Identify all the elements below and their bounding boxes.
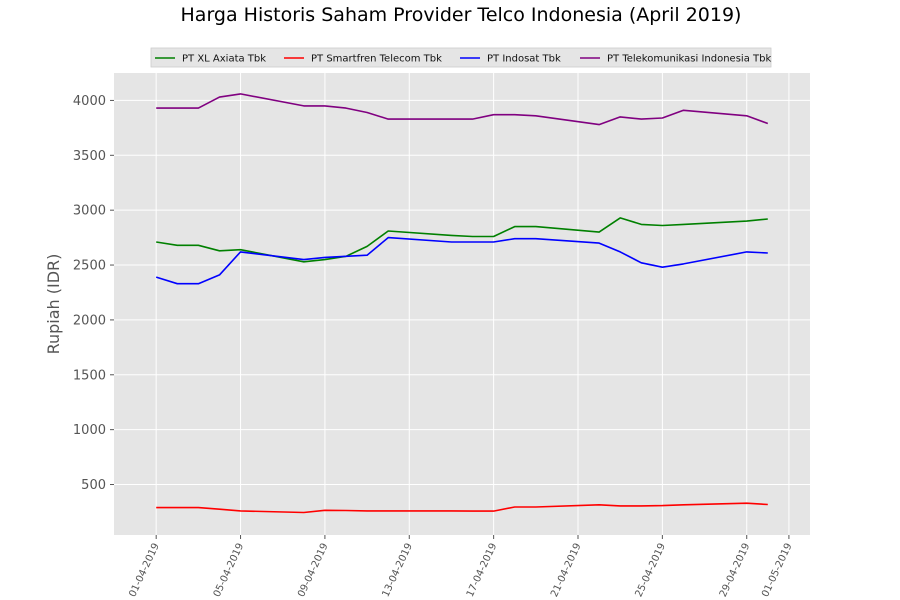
legend-label: PT Telekomunikasi Indonesia Tbk (607, 54, 771, 65)
x-tick-label: 25-04-2019 (634, 542, 669, 599)
y-tick-label: 500 (81, 478, 106, 493)
grid (114, 73, 810, 535)
y-tick-label: 2000 (73, 313, 106, 328)
y-tick-label: 1000 (73, 423, 106, 438)
legend-label: PT Indosat Tbk (487, 54, 561, 65)
x-tick-label: 17-04-2019 (465, 542, 500, 599)
chart-title: Harga Historis Saham Provider Telco Indo… (181, 4, 742, 26)
y-tick-label: 3500 (73, 149, 106, 164)
x-axis: 01-04-2019 05-04-2019 09-04-2019 13-04-2019… (127, 535, 795, 599)
x-tick-label: 01-05-2019 (760, 542, 795, 599)
x-tick-label: 29-04-2019 (718, 542, 753, 599)
y-axis-label: Rupiah (IDR) (44, 254, 63, 355)
x-tick-label: 13-04-2019 (380, 542, 415, 599)
y-tick-label: 2500 (73, 259, 106, 274)
legend-label: PT Smartfren Telecom Tbk (311, 54, 442, 65)
x-tick-label: 21-04-2019 (549, 542, 584, 599)
series-line-2 (155, 236, 768, 285)
y-axis: 500 1000 1500 2000 2500 3000 3500 4000 (73, 94, 114, 493)
y-tick-label: 3000 (73, 204, 106, 219)
x-tick-label: 09-04-2019 (296, 542, 331, 599)
y-tick-label: 4000 (73, 94, 106, 109)
series-line-0 (156, 217, 768, 263)
series-line-3 (156, 93, 769, 126)
legend-label: PT XL Axiata Tbk (182, 54, 266, 65)
plot-area (114, 73, 810, 535)
x-tick-label: 05-04-2019 (212, 542, 247, 599)
x-tick-label: 01-04-2019 (127, 542, 162, 599)
y-tick-label: 1500 (73, 368, 106, 383)
series-lines (155, 93, 769, 514)
legend: PT XL Axiata Tbk PT Smartfren Telecom Tbk… (150, 47, 771, 68)
series-line-1 (156, 502, 768, 514)
